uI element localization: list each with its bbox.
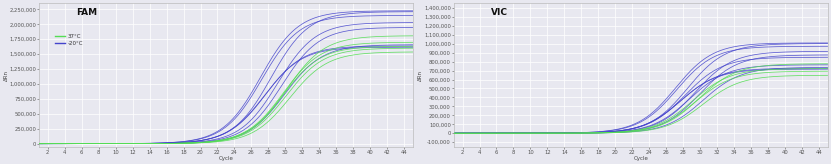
X-axis label: Cycle: Cycle xyxy=(633,155,648,161)
Y-axis label: ΔRn: ΔRn xyxy=(3,70,8,81)
Legend: 37°C, -20°C: 37°C, -20°C xyxy=(53,32,86,48)
Text: VIC: VIC xyxy=(491,8,509,17)
Y-axis label: ΔRn: ΔRn xyxy=(418,70,423,81)
X-axis label: Cycle: Cycle xyxy=(219,155,234,161)
Text: FAM: FAM xyxy=(76,8,98,17)
